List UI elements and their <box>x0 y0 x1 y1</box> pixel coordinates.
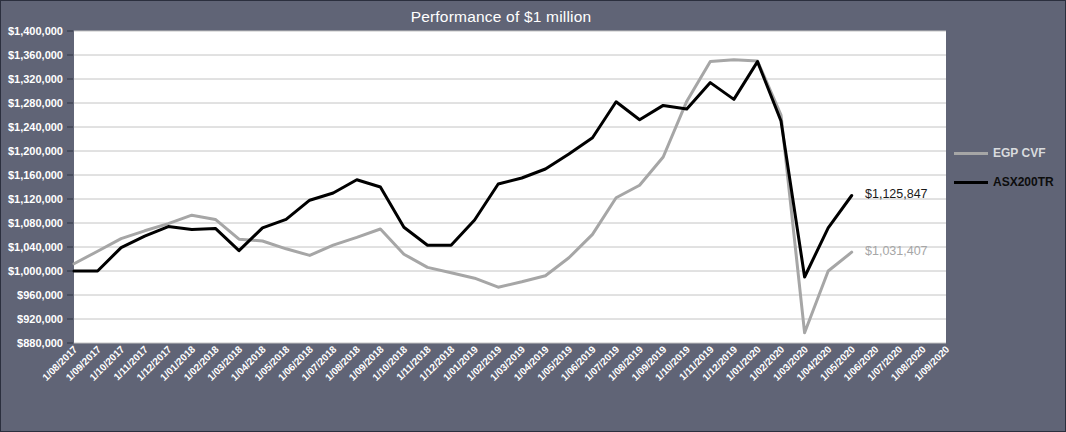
y-axis-label: $1,280,000 <box>8 97 63 109</box>
plot-area <box>74 31 946 343</box>
y-axis-label: $1,160,000 <box>8 169 63 181</box>
y-axis-label: $960,000 <box>17 289 63 301</box>
y-axis-label: $1,240,000 <box>8 121 63 133</box>
y-axis-label: $1,000,000 <box>8 265 63 277</box>
legend-item-egp-cvf: EGP CVF <box>954 145 1054 161</box>
y-axis-label: $1,200,000 <box>8 145 63 157</box>
y-axis-label: $1,360,000 <box>8 49 63 61</box>
y-axis-label: $880,000 <box>17 337 63 349</box>
y-axis-label: $1,400,000 <box>8 25 63 37</box>
y-axis-label: $1,120,000 <box>8 193 63 205</box>
legend-swatch-asx200tr <box>954 181 988 184</box>
chart-canvas: $880,000 $920,000 $960,000 $1,000,000 $1,040… <box>1 1 1066 432</box>
legend-label-egp-cvf: EGP CVF <box>993 146 1045 160</box>
legend-label-asx200tr: ASX200TR <box>993 175 1054 189</box>
y-axis-label: $1,320,000 <box>8 73 63 85</box>
legend-swatch-egp-cvf <box>954 152 988 155</box>
chart-figure: Performance of $1 million $880,000$920,0… <box>0 0 1066 432</box>
data-label-asx200tr: $1,125,847 <box>865 187 928 201</box>
legend-item-asx200tr: ASX200TR <box>954 174 1054 190</box>
data-label-egp-cvf: $1,031,407 <box>865 244 928 258</box>
y-axis-label: $1,080,000 <box>8 217 63 229</box>
y-axis-label: $1,040,000 <box>8 241 63 253</box>
legend: EGP CVF ASX200TR <box>954 145 1054 190</box>
y-axis-label: $920,000 <box>17 313 63 325</box>
